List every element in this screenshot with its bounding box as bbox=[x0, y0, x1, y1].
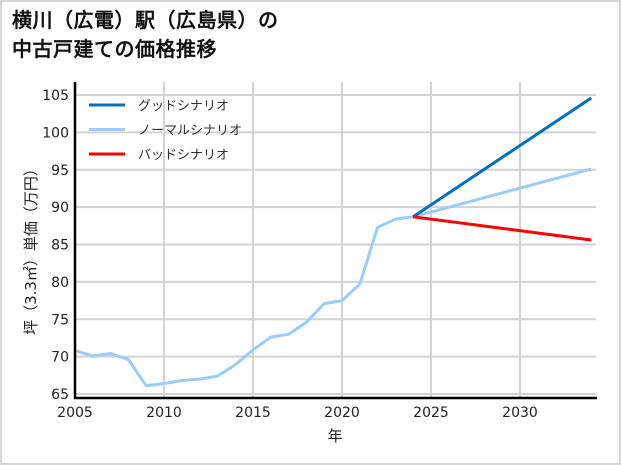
x-tick-label: 2015 bbox=[235, 405, 271, 421]
tick-labels: 65 70 75 80 85 90 95 100 105 2005 2010 2015 2020 2025… bbox=[42, 88, 538, 421]
title-line-1: 横川（広電）駅（広島県）の bbox=[12, 8, 279, 32]
x-axis-label: 年 bbox=[327, 427, 342, 445]
chart-title: 横川（広電）駅（広島県）の 中古戸建ての価格推移 bbox=[12, 6, 279, 64]
y-tick-label: 100 bbox=[42, 125, 69, 141]
y-tick-label: 85 bbox=[51, 238, 69, 254]
legend-label: グッドシナリオ bbox=[138, 99, 229, 114]
x-tick-label: 2030 bbox=[502, 405, 538, 421]
x-tick-label: 2010 bbox=[146, 405, 182, 421]
axes bbox=[73, 82, 597, 400]
x-tick-label: 2025 bbox=[413, 405, 449, 421]
y-tick-label: 95 bbox=[51, 163, 69, 179]
x-tick-label: 2020 bbox=[324, 405, 360, 421]
y-tick-label: 105 bbox=[42, 88, 69, 104]
legend-label: ノーマルシナリオ bbox=[138, 124, 242, 139]
y-tick-label: 90 bbox=[51, 200, 69, 216]
series-line bbox=[74, 167, 592, 388]
series-line bbox=[412, 96, 593, 219]
y-tick-label: 75 bbox=[51, 312, 69, 328]
y-tick-label: 70 bbox=[51, 350, 69, 366]
y-tick-label: 80 bbox=[51, 275, 69, 291]
y-tick-label: 65 bbox=[51, 387, 69, 403]
title-line-2: 中古戸建ての価格推移 bbox=[12, 37, 217, 61]
series-line bbox=[413, 215, 592, 242]
data-series bbox=[74, 96, 593, 388]
x-tick-label: 2005 bbox=[57, 405, 93, 421]
legend-label: バッドシナリオ bbox=[138, 148, 229, 163]
y-axis-label: 坪（3.3㎡）単価（万円） bbox=[22, 161, 40, 335]
grid-lines bbox=[75, 82, 596, 398]
